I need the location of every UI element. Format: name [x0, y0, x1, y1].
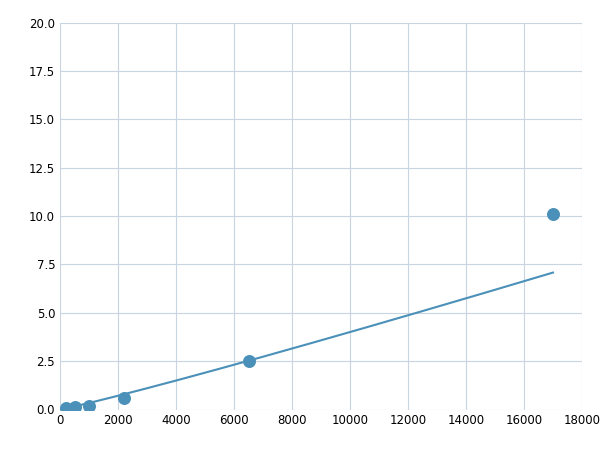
Point [84, 402, 94, 409]
Point [119, 394, 128, 401]
Point [244, 357, 253, 364]
Point [61, 404, 71, 411]
Point [548, 211, 558, 218]
Point [70, 403, 79, 410]
